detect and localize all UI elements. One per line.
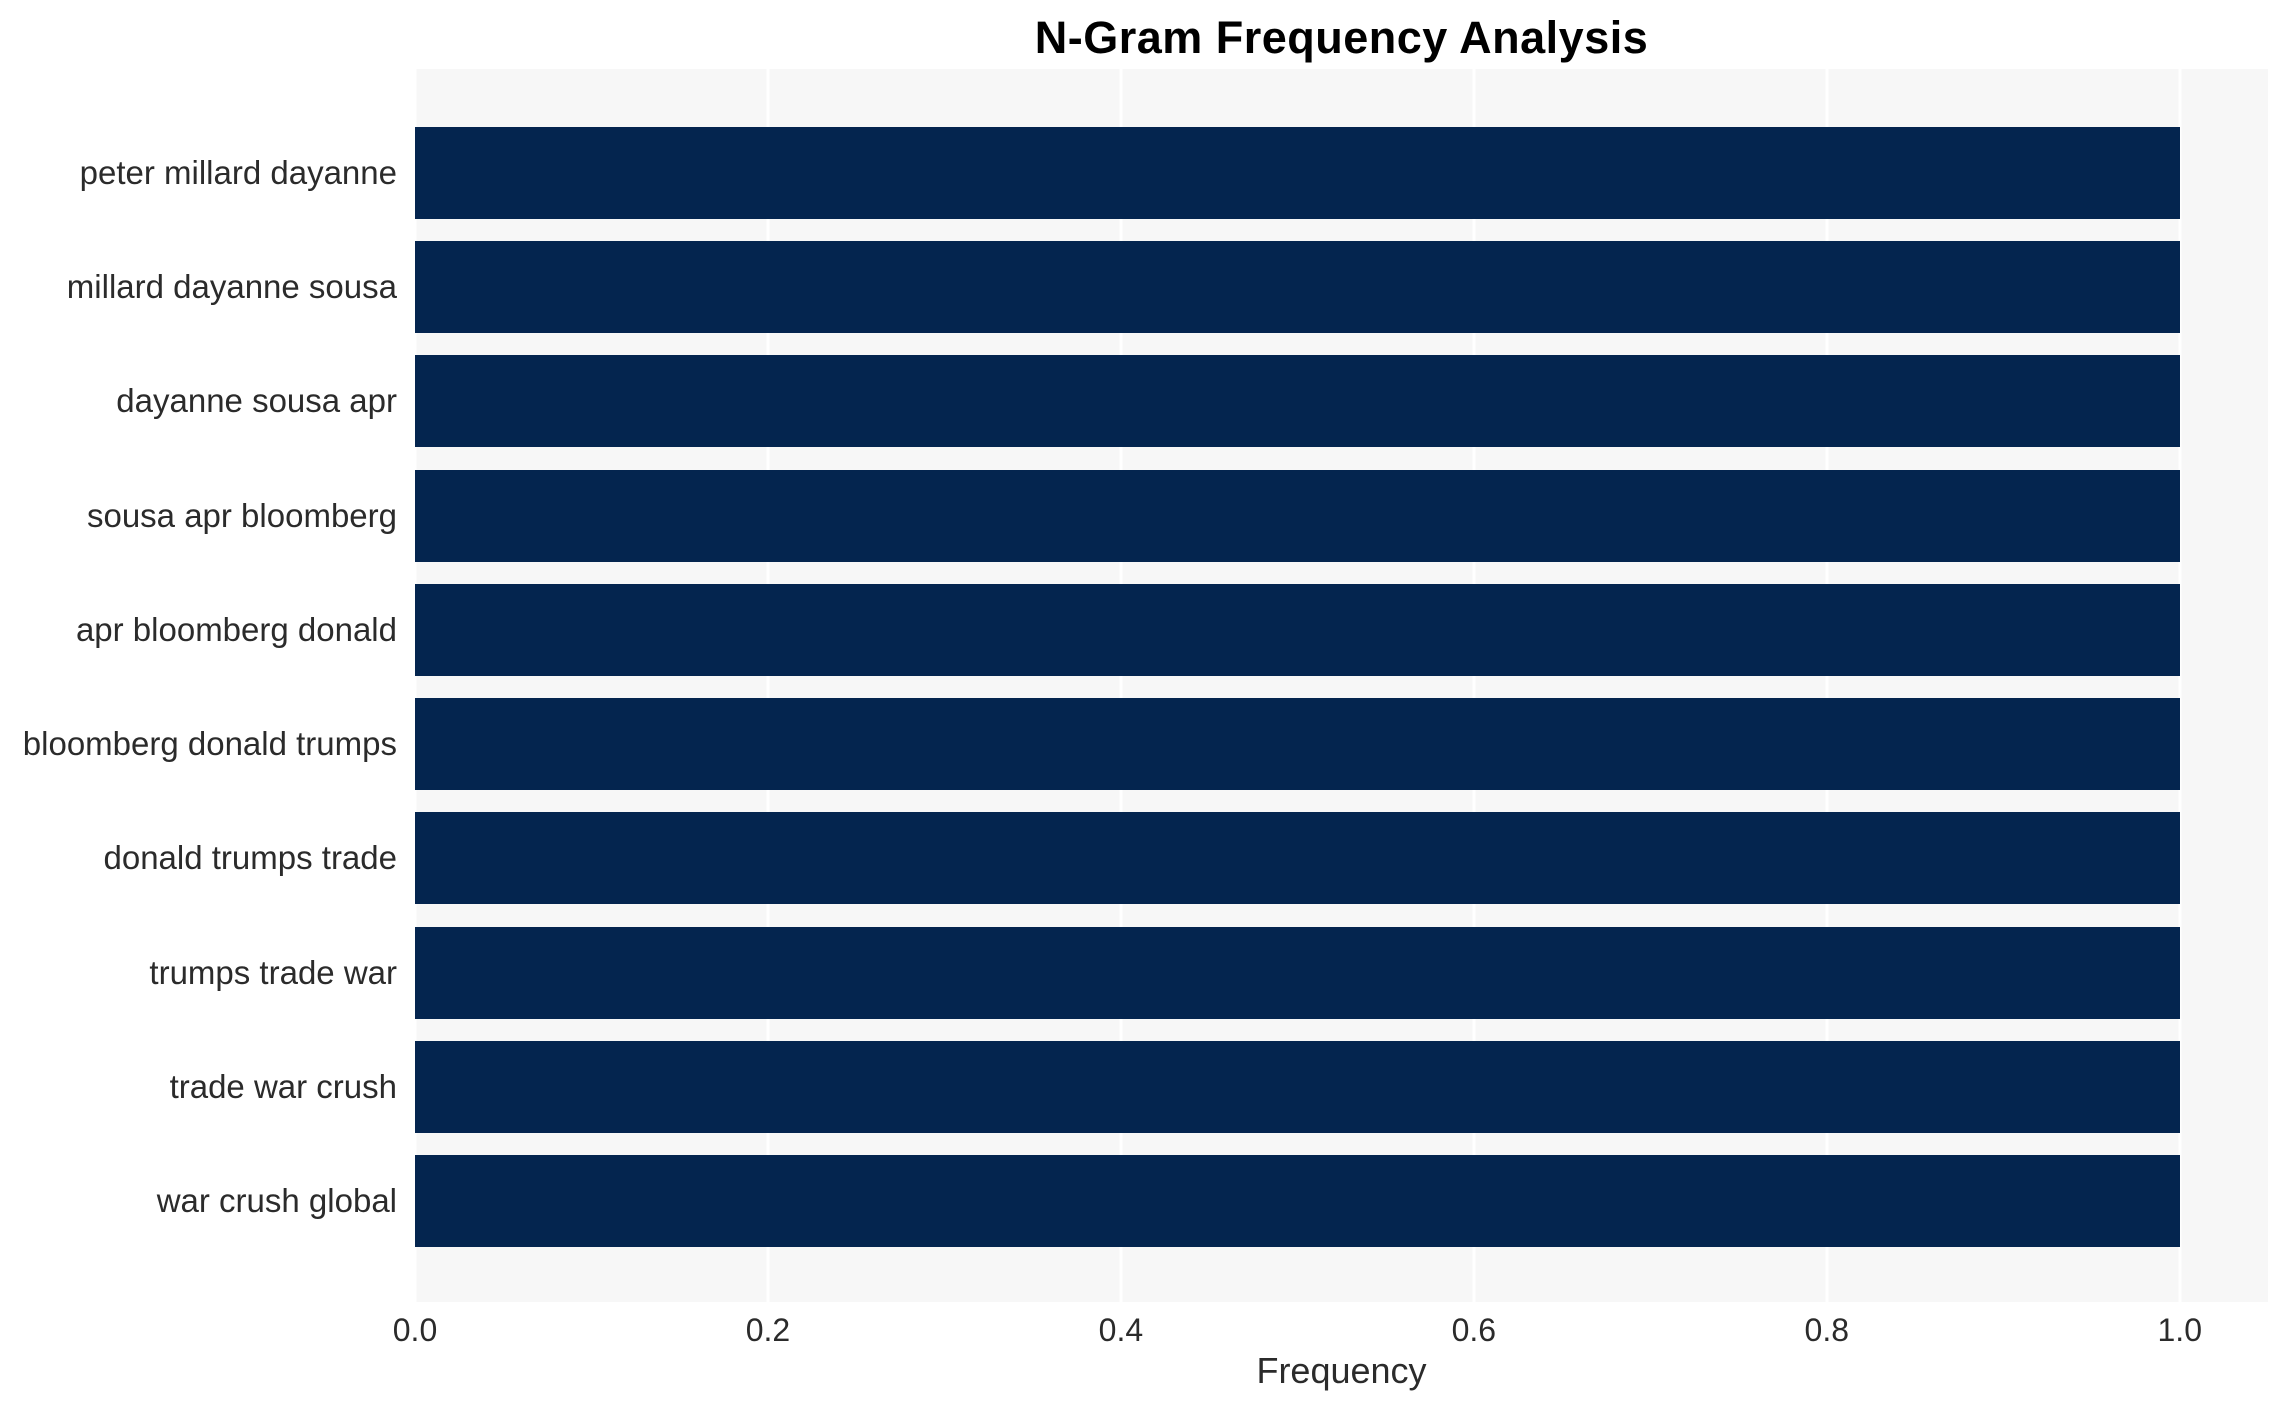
grid-line bbox=[766, 69, 770, 1302]
bar bbox=[415, 698, 2180, 791]
chart-title: N-Gram Frequency Analysis bbox=[1034, 12, 1649, 63]
bars-container bbox=[415, 127, 2268, 1247]
bar bbox=[415, 926, 2180, 1019]
x-tick-label: 0.6 bbox=[1451, 1312, 1497, 1348]
y-axis-labels: peter millard dayanne millard dayanne sou… bbox=[0, 127, 397, 1247]
grid-line bbox=[413, 69, 417, 1302]
y-axis-label: donald trumps trade bbox=[103, 839, 397, 877]
bar bbox=[415, 355, 2180, 448]
y-axis-label: millard dayanne sousa bbox=[66, 268, 397, 306]
bar bbox=[415, 812, 2180, 905]
grid-line bbox=[1825, 69, 1829, 1302]
bar bbox=[415, 469, 2180, 562]
bar bbox=[415, 127, 2180, 219]
x-tick-label: 1.0 bbox=[2157, 1312, 2202, 1348]
bar bbox=[415, 1040, 2180, 1133]
x-tick-label: 0.4 bbox=[1098, 1312, 1144, 1348]
x-tick-label: 0.2 bbox=[745, 1312, 791, 1348]
y-axis-label: trade war crush bbox=[169, 1067, 397, 1105]
y-axis-label: dayanne sousa apr bbox=[116, 382, 397, 420]
x-tick-label: 0.0 bbox=[392, 1312, 438, 1348]
grid-line bbox=[1472, 69, 1476, 1302]
y-axis-label: peter millard dayanne bbox=[79, 154, 397, 191]
bar bbox=[415, 1154, 2180, 1247]
x-axis: 0.0 0.2 0.4 0.6 0.8 1.0 Frequency bbox=[393, 1302, 2268, 1402]
grid-line bbox=[2178, 69, 2182, 1302]
x-axis-title: Frequency bbox=[1256, 1350, 1427, 1391]
y-axis-label: apr bloomberg donald bbox=[75, 610, 397, 648]
bar bbox=[415, 583, 2180, 676]
y-axis-label: sousa apr bloomberg bbox=[86, 496, 397, 534]
grid-line bbox=[1119, 69, 1123, 1302]
bar bbox=[415, 241, 2180, 334]
x-tick-label: 0.8 bbox=[1804, 1312, 1850, 1348]
y-axis-label: war crush global bbox=[156, 1181, 397, 1219]
plot-area bbox=[413, 69, 2268, 1302]
y-axis-label: trumps trade war bbox=[149, 953, 397, 991]
y-axis-label: bloomberg donald trumps bbox=[22, 725, 397, 763]
